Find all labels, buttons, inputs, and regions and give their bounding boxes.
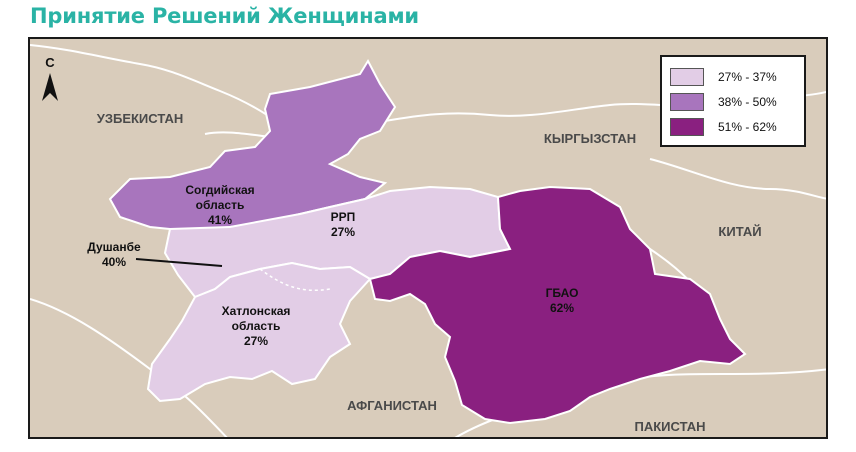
legend: 27% - 37% 38% - 50% 51% - 62% [660, 55, 806, 147]
region-label-sogd-value: 41% [208, 213, 232, 227]
legend-swatch [670, 67, 704, 86]
region-gbao[interactable] [368, 185, 747, 425]
region-label-sogd-name-1: Согдийская [185, 183, 254, 197]
north-arrow-icon [42, 73, 58, 101]
region-label-khatlon-name-1: Хатлонская [222, 304, 291, 318]
country-label-china: КИТАЙ [718, 224, 761, 239]
legend-swatch [670, 92, 704, 111]
country-label-afghanistan: АФГАНИСТАН [347, 398, 437, 413]
china-north-border [649, 158, 826, 200]
afghan-west-border [30, 298, 228, 437]
region-khatlon[interactable] [146, 261, 372, 403]
legend-label: 51% - 62% [718, 119, 777, 134]
region-label-rrp-name: РРП [331, 210, 356, 224]
legend-label: 38% - 50% [718, 94, 777, 109]
legend-item: 38% - 50% [670, 89, 796, 114]
region-label-gbao-value: 62% [550, 301, 574, 315]
region-label-rrp-value: 27% [331, 225, 355, 239]
uzbek-kyrgyz-border [30, 44, 281, 125]
legend-swatch [670, 117, 704, 136]
region-label-sogd-name-2: область [196, 198, 245, 212]
region-label-dushanbe-value: 40% [102, 255, 126, 269]
dushanbe-pointer [135, 258, 223, 267]
legend-label: 27% - 37% [718, 69, 777, 84]
country-label-uzbekistan: УЗБЕКИСТАН [97, 111, 184, 126]
region-label-gbao-name: ГБАО [546, 286, 579, 300]
region-label-khatlon-name-2: область [232, 319, 281, 333]
country-label-pakistan: ПАКИСТАН [635, 419, 706, 434]
district-divider [259, 268, 331, 291]
region-label-khatlon-value: 27% [244, 334, 268, 348]
legend-item: 51% - 62% [670, 114, 796, 139]
country-label-kyrgyzstan: КЫРГЫЗСТАН [544, 131, 636, 146]
map: С УЗБЕКИСТАН КЫРГЫЗСТАН КИТАЙ АФГАНИСТАН… [28, 37, 828, 439]
region-label-dushanbe-name: Душанбе [87, 240, 141, 254]
north-label: С [45, 55, 55, 70]
page-title: Принятие Решений Женщинами [30, 4, 419, 28]
legend-item: 27% - 37% [670, 64, 796, 89]
